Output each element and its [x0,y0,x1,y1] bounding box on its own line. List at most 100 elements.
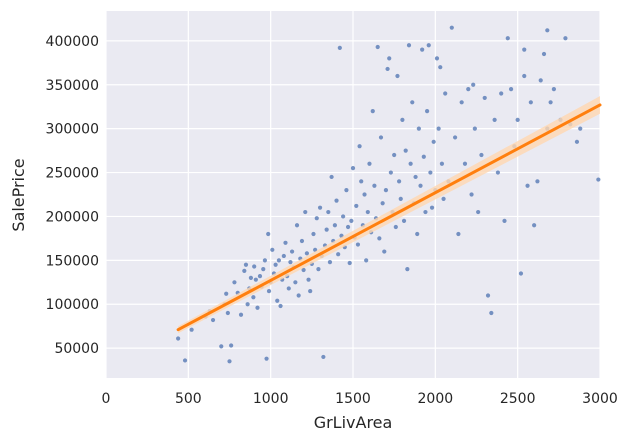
data-point [466,87,471,92]
data-point [456,231,461,237]
data-point [321,354,326,360]
data-point [492,117,497,122]
data-point [574,139,580,144]
data-point [362,192,367,197]
data-point [421,154,426,159]
data-point [264,356,269,361]
data-point [336,252,341,257]
data-point [266,288,272,294]
data-point [182,358,188,363]
data-point [299,238,305,244]
data-point [388,170,393,175]
y-axis: 50000 100000 150000 200000 250000 300000 35000… [46,34,99,357]
data-point [294,223,300,228]
data-point [535,179,540,184]
data-point [406,43,412,48]
data-point [238,312,244,317]
data-point [314,216,319,221]
data-point [400,117,405,122]
y-tick-label: 200000 [46,209,99,225]
y-axis-label: SalePrice [9,158,28,231]
x-tick-label: 1000 [253,391,289,407]
data-point [395,73,400,79]
data-point [515,117,520,122]
data-point [425,108,430,114]
data-point [245,302,250,307]
data-point [289,249,295,254]
data-point [317,205,323,210]
data-point [273,262,278,267]
data-point [364,258,369,263]
data-point [316,267,321,272]
data-point [313,247,318,252]
data-point [365,209,370,215]
data-point [397,179,402,184]
data-point [380,201,385,206]
data-point [541,51,547,57]
data-point [301,267,306,273]
y-tick-label: 350000 [46,78,99,94]
data-point [525,183,530,188]
data-point [472,126,477,131]
data-point [357,144,362,149]
data-point [522,47,527,52]
data-point [452,135,458,140]
data-point [275,298,280,303]
data-point [329,174,334,180]
data-point [306,277,311,282]
data-point [495,170,501,175]
data-point [293,280,298,285]
data-point [324,227,329,232]
data-point [502,218,507,223]
data-point [431,139,436,144]
data-point [413,174,418,180]
y-tick-label: 150000 [46,253,99,269]
data-point [545,28,550,33]
data-point [428,170,433,175]
x-axis-label: GrLivArea [314,413,393,432]
data-point [426,43,431,48]
data-point [393,224,398,230]
data-point [505,36,510,41]
data-point [210,317,216,323]
data-point [538,78,543,83]
regression-line [176,103,602,332]
data-point [229,343,234,348]
data-point [345,224,351,230]
data-point [367,161,372,166]
data-point [224,291,229,296]
data-point [522,73,527,79]
data-point [508,87,514,92]
data-point [261,267,266,272]
data-point [401,218,407,223]
data-point [327,260,333,265]
data-point [383,188,389,193]
data-point [288,260,293,265]
data-point [551,87,556,92]
y-tick-label: 250000 [46,166,99,182]
x-tick-label: 500 [175,391,202,407]
data-point [176,336,181,341]
data-point [283,240,288,245]
data-point [408,161,413,166]
data-point [303,209,308,215]
data-point [436,126,441,131]
data-point [382,249,387,254]
x-tick-label: 3000 [582,391,618,407]
data-point [499,91,504,96]
data-point [479,152,484,158]
data-point [372,183,377,188]
data-point [304,251,309,256]
data-point [410,100,415,105]
data-point [347,260,352,266]
data-point [219,344,224,349]
data-point [392,152,397,158]
data-point [286,286,291,291]
data-point [253,277,258,282]
data-point [334,198,339,203]
data-point [276,258,281,263]
y-tick-label: 100000 [46,297,99,313]
data-point [266,231,271,237]
data-point [350,166,356,171]
data-point [420,47,425,52]
